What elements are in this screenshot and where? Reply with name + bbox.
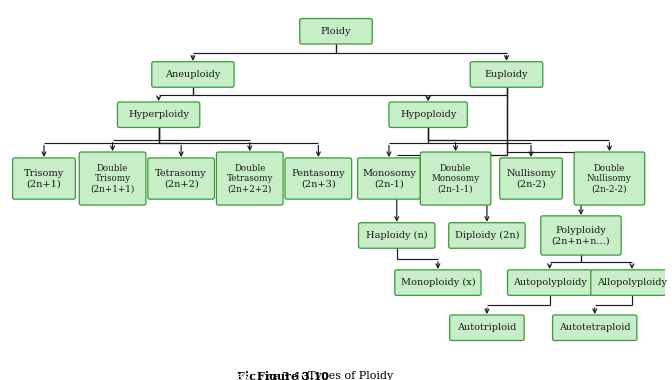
FancyBboxPatch shape bbox=[541, 216, 621, 255]
FancyBboxPatch shape bbox=[574, 152, 644, 205]
Text: Trisomy
(2n+1): Trisomy (2n+1) bbox=[24, 169, 64, 188]
Text: Polyploidy
(2n+n+n...): Polyploidy (2n+n+n...) bbox=[552, 226, 610, 245]
FancyBboxPatch shape bbox=[470, 62, 543, 87]
FancyBboxPatch shape bbox=[500, 158, 562, 199]
Text: Pentasomy
(2n+3): Pentasomy (2n+3) bbox=[292, 169, 345, 188]
FancyBboxPatch shape bbox=[13, 158, 75, 199]
Text: Hypoploidy: Hypoploidy bbox=[400, 110, 456, 119]
FancyBboxPatch shape bbox=[79, 152, 146, 205]
Text: Double
Monosomy
(2n-1-1): Double Monosomy (2n-1-1) bbox=[431, 164, 480, 193]
Text: Figure 3.10: Figure 3.10 bbox=[257, 371, 329, 380]
FancyBboxPatch shape bbox=[450, 315, 524, 340]
Text: Double
Nullisomy
(2n-2-2): Double Nullisomy (2n-2-2) bbox=[587, 164, 632, 193]
FancyBboxPatch shape bbox=[358, 158, 420, 199]
FancyBboxPatch shape bbox=[389, 102, 467, 128]
Text: Monosomy
(2n-1): Monosomy (2n-1) bbox=[362, 169, 416, 188]
FancyBboxPatch shape bbox=[359, 223, 435, 248]
Text: Monoploidy (x): Monoploidy (x) bbox=[401, 278, 475, 287]
FancyBboxPatch shape bbox=[118, 102, 200, 128]
FancyBboxPatch shape bbox=[300, 19, 372, 44]
FancyBboxPatch shape bbox=[285, 158, 351, 199]
Text: Nullisomy
(2n-2): Nullisomy (2n-2) bbox=[506, 169, 556, 188]
Text: Haploidy (n): Haploidy (n) bbox=[366, 231, 427, 240]
Text: Autotriploid: Autotriploid bbox=[457, 323, 517, 332]
Text: Figure 3.10: Figure 3.10 bbox=[237, 371, 308, 380]
Text: Ploidy: Ploidy bbox=[321, 27, 351, 36]
FancyBboxPatch shape bbox=[507, 270, 592, 295]
FancyBboxPatch shape bbox=[591, 270, 672, 295]
Text: Allopolyploidy: Allopolyploidy bbox=[597, 278, 667, 287]
Text: Hyperploidy: Hyperploidy bbox=[128, 110, 189, 119]
FancyBboxPatch shape bbox=[152, 62, 234, 87]
Text: Autotetraploid: Autotetraploid bbox=[559, 323, 630, 332]
Text: Diploidy (2n): Diploidy (2n) bbox=[455, 231, 519, 240]
Text: Autopolyploidy: Autopolyploidy bbox=[513, 278, 587, 287]
Text: Euploidy: Euploidy bbox=[485, 70, 528, 79]
FancyBboxPatch shape bbox=[148, 158, 214, 199]
Text: Double
Tetrasomy
(2n+2+2): Double Tetrasomy (2n+2+2) bbox=[226, 164, 273, 193]
FancyBboxPatch shape bbox=[216, 152, 283, 205]
Text: Double
Trisomy
(2n+1+1): Double Trisomy (2n+1+1) bbox=[90, 164, 135, 193]
FancyBboxPatch shape bbox=[552, 315, 637, 340]
FancyBboxPatch shape bbox=[420, 152, 491, 205]
FancyBboxPatch shape bbox=[449, 223, 525, 248]
Text: Figure 3.10  Types of Ploidy: Figure 3.10 Types of Ploidy bbox=[136, 371, 308, 380]
Text: Types of Ploidy: Types of Ploidy bbox=[308, 371, 393, 380]
Text: Aneuploidy: Aneuploidy bbox=[165, 70, 220, 79]
Text: Tetrasomy
(2n+2): Tetrasomy (2n+2) bbox=[155, 169, 207, 188]
FancyBboxPatch shape bbox=[394, 270, 481, 295]
